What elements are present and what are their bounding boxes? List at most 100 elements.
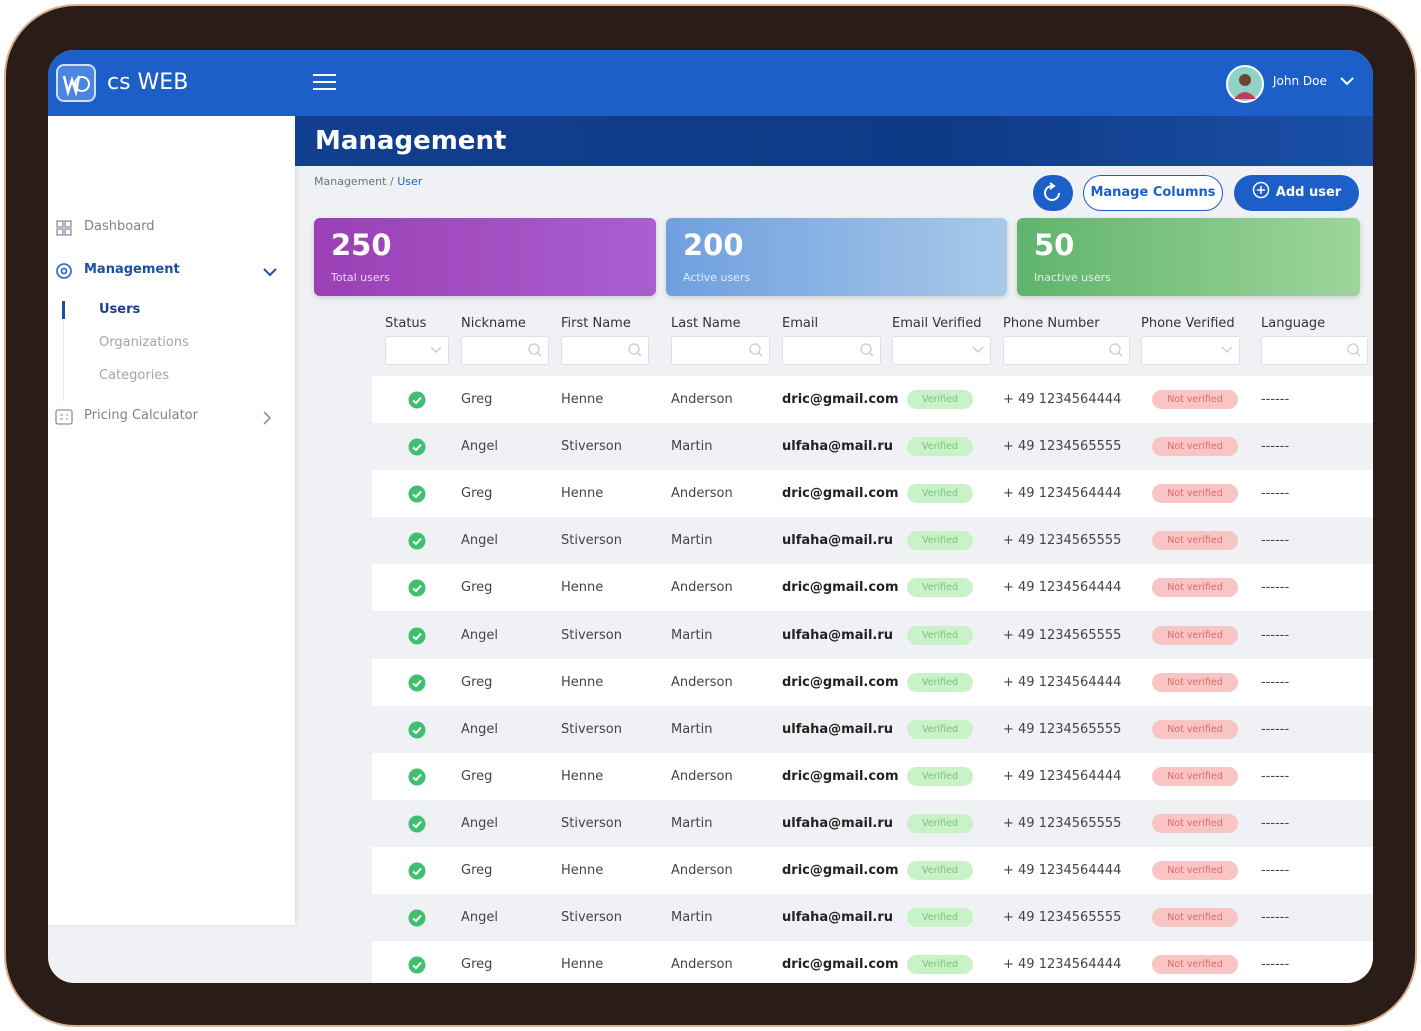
table-cell: Greg (461, 863, 493, 878)
nav-organizations[interactable]: Organizations (99, 335, 189, 350)
phone-verified-badge: Not verified (1152, 955, 1238, 975)
search-icon (749, 343, 763, 357)
phone-verified-badge: Not verified (1152, 390, 1238, 409)
table-cell: ------ (1261, 486, 1290, 502)
column-filter[interactable] (461, 336, 549, 365)
column-header: Phone Number (1003, 316, 1100, 331)
column-header: Nickname (461, 316, 526, 331)
nav-management[interactable]: Management (84, 262, 180, 277)
table-cell: ------ (1261, 392, 1290, 407)
table-row: Angel Stiverson Martin ulfaha@mail.ru Verifi… (372, 894, 1373, 942)
column-filter[interactable] (782, 336, 881, 365)
expand-chevron[interactable] (263, 267, 277, 277)
phone-verified-badge: Not verified (1152, 766, 1238, 786)
sidebar: Dashboard Management Users Organizations… (48, 116, 295, 925)
user-menu-chevron[interactable] (1340, 76, 1354, 86)
app-logo: cs WEB (107, 70, 189, 95)
table-cell: Henne (561, 768, 604, 784)
phone-verified-badge: Not verified (1152, 908, 1238, 928)
user-name[interactable]: John Doe (1273, 74, 1327, 88)
manage-columns-button[interactable]: Manage Columns (1083, 175, 1223, 211)
column-header: First Name (561, 316, 631, 331)
table-cell: ------ (1261, 863, 1290, 878)
table-cell: Greg (461, 768, 493, 784)
dropdown-icon (1221, 346, 1233, 353)
email-verified-badge: Verified (907, 861, 973, 880)
phone-verified-badge: Not verified (1152, 813, 1238, 833)
table-cell: Martin (671, 721, 713, 737)
nav-users[interactable]: Users (99, 302, 141, 317)
menu-button[interactable] (313, 73, 337, 91)
phone-verified-badge: Not verified (1152, 437, 1238, 457)
stat-label: Inactive users (1034, 271, 1111, 284)
table-cell: Stiverson (561, 721, 622, 737)
search-icon (628, 343, 642, 357)
email-cell: ulfaha@mail.ru (782, 533, 894, 549)
table-cell: Greg (461, 674, 493, 690)
add-icon (1252, 181, 1270, 199)
table-cell: ------ (1261, 815, 1290, 831)
email-verified-badge: Verified (907, 672, 973, 692)
status-icon (408, 768, 426, 786)
dashboard-icon (56, 220, 72, 236)
table-row: Greg Henne Anderson dric@gmail.com Verified +… (372, 941, 1373, 983)
table-cell: Greg (461, 392, 493, 407)
status-icon (408, 438, 426, 456)
status-icon (408, 579, 426, 597)
dropdown-icon (972, 346, 984, 353)
table-cell: Henne (561, 674, 604, 690)
column-filter[interactable] (1261, 336, 1368, 365)
table-row: Angel Stiverson Martin ulfaha@mail.ru Verifi… (372, 423, 1373, 471)
user-avatar[interactable] (1226, 65, 1264, 103)
status-icon (408, 485, 426, 503)
column-header: Status (385, 316, 427, 331)
status-icon (408, 627, 426, 644)
email-cell: dric@gmail.com (782, 863, 899, 878)
column-filter[interactable] (1141, 336, 1240, 365)
table-row: Greg Henne Anderson dric@gmail.com Verified +… (372, 470, 1373, 518)
breadcrumb-current: User (397, 175, 423, 188)
email-verified-badge: Verified (907, 390, 973, 409)
nav-dashboard[interactable]: Dashboard (84, 219, 155, 234)
table-cell: Greg (461, 580, 493, 596)
column-filter[interactable] (1003, 336, 1130, 365)
table-cell: Henne (561, 392, 604, 407)
table-cell: Henne (561, 486, 604, 502)
phone-verified-badge: Not verified (1152, 861, 1238, 880)
table-cell: Stiverson (561, 815, 622, 831)
column-filter[interactable] (385, 336, 449, 365)
table-row: Greg Henne Anderson dric@gmail.com Verified +… (372, 376, 1373, 423)
users-table: Status Nickname First Name Last Name Email Em… (48, 50, 1373, 983)
table-cell: Stiverson (561, 533, 622, 549)
column-filter[interactable] (561, 336, 649, 365)
add-user-label[interactable]: Add user (1275, 185, 1342, 200)
table-cell: Greg (461, 957, 493, 973)
nav-categories[interactable]: Categories (99, 368, 170, 383)
table-cell: + 49 1234565555 (1003, 910, 1122, 926)
table-cell: + 49 1234564444 (1003, 768, 1122, 784)
table-cell: + 49 1234565555 (1003, 533, 1122, 549)
table-cell: + 49 1234564444 (1003, 580, 1122, 596)
email-verified-badge: Verified (907, 625, 973, 645)
table-cell: Angel (461, 533, 498, 549)
email-verified-badge: Verified (907, 531, 973, 551)
refresh-icon (1044, 182, 1060, 201)
nav-pricing-calculator[interactable]: Pricing Calculator (84, 408, 198, 423)
add-user-button[interactable]: Add user (1234, 175, 1359, 211)
table-cell: Martin (671, 439, 713, 455)
table-cell: + 49 1234564444 (1003, 674, 1122, 690)
column-filter[interactable] (892, 336, 991, 365)
table-cell: + 49 1234565555 (1003, 721, 1122, 737)
table-cell: ------ (1261, 533, 1290, 549)
pricing-chevron[interactable] (262, 411, 272, 425)
active-indicator (62, 301, 65, 319)
status-icon (408, 391, 426, 409)
table-cell: + 49 1234564444 (1003, 392, 1122, 407)
column-filter[interactable] (671, 336, 770, 365)
stat-label: Total users (331, 271, 390, 284)
email-cell: dric@gmail.com (782, 674, 899, 690)
table-row: Greg Henne Anderson dric@gmail.com Verified +… (372, 658, 1373, 706)
breadcrumb-parent[interactable]: Management (314, 175, 387, 188)
refresh-button[interactable] (1033, 175, 1073, 211)
